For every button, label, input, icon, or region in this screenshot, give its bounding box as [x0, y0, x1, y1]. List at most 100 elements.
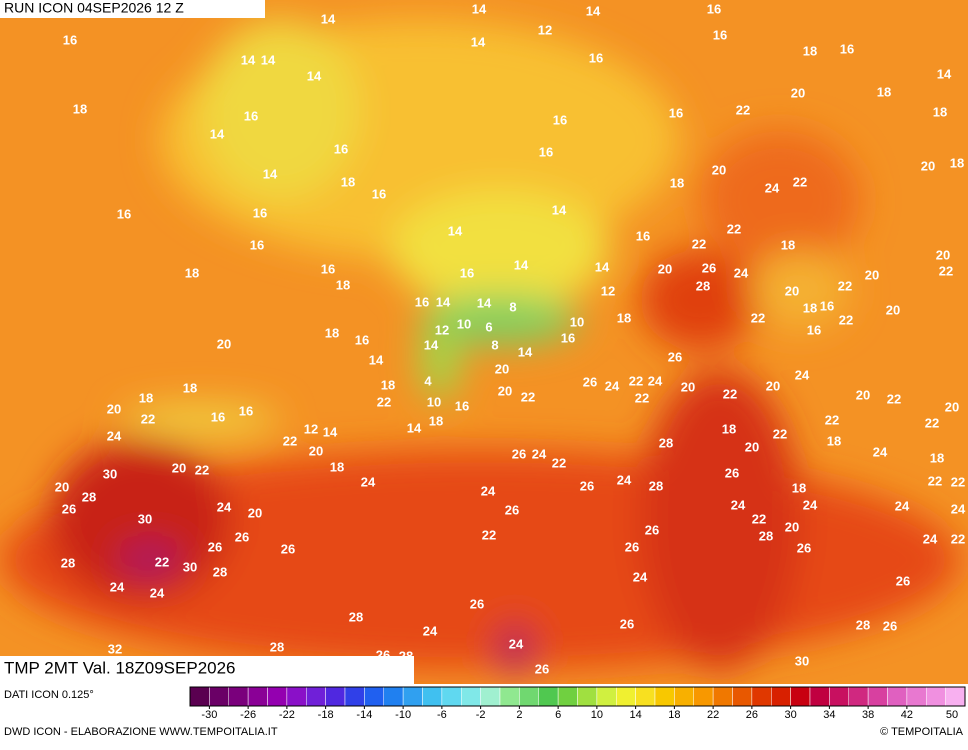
colorbar-bin [344, 686, 365, 707]
temperature-label: 22 [692, 236, 706, 251]
temperature-label: 28 [82, 489, 96, 504]
colorbar-bin [422, 686, 443, 707]
temperature-label: 14 [307, 68, 322, 83]
temperature-label: 16 [321, 261, 335, 276]
temperature-label: 30 [183, 559, 197, 574]
temperature-label: 30 [795, 653, 809, 668]
temperature-label: 22 [793, 174, 807, 189]
temperature-label: 14 [321, 11, 336, 26]
temperature-label: 20 [217, 336, 231, 351]
temperature-label: 18 [792, 480, 806, 495]
colorbar-tick-label: 34 [823, 709, 835, 721]
temperature-label: 16 [840, 41, 854, 56]
temperature-label: 16 [244, 108, 258, 123]
temperature-label: 18 [803, 300, 817, 315]
colorbar-bin [441, 686, 462, 707]
colorbar-bin [383, 686, 404, 707]
colorbar-bin [499, 686, 520, 707]
temperature-label: 20 [865, 267, 879, 282]
temperature-label: 18 [73, 101, 87, 116]
colorbar-tick-label: -30 [201, 709, 217, 721]
temperature-label: 22 [552, 455, 566, 470]
temperature-label: 20 [921, 158, 935, 173]
temperature-label: 24 [423, 623, 438, 638]
colorbar-bin [247, 686, 268, 707]
temperature-label: 20 [766, 378, 780, 393]
copyright: © TEMPOITALIA [880, 726, 964, 738]
temperature-label: 24 [481, 483, 496, 498]
temperature-label: 14 [472, 1, 487, 16]
colorbar-bin [751, 686, 772, 707]
temperature-label: 24 [532, 446, 547, 461]
temperature-label: 20 [936, 247, 950, 262]
temperature-label: 6 [485, 319, 492, 334]
temperature-label: 28 [856, 617, 870, 632]
temperature-label: 26 [625, 539, 639, 554]
colorbar-tick-label: 18 [668, 709, 680, 721]
temperature-label: 24 [734, 265, 749, 280]
temperature-label: 24 [795, 367, 810, 382]
temperature-label: 28 [61, 555, 75, 570]
temperature-label: 10 [427, 394, 441, 409]
temperature-label: 24 [731, 497, 746, 512]
temperature-label: 16 [820, 298, 834, 313]
temperature-label: 24 [605, 378, 620, 393]
colorbar-tick-label: -10 [395, 709, 411, 721]
temperature-label: 26 [235, 529, 249, 544]
colorbar-bin [461, 686, 481, 707]
colorbar-bin [867, 686, 888, 707]
colorbar-tick-label: 42 [901, 709, 913, 721]
temperature-label: 16 [117, 206, 131, 221]
temperature-label: 20 [681, 379, 695, 394]
temperature-label: 16 [589, 50, 603, 65]
temperature-label: 14 [241, 52, 256, 67]
colorbar-bin [538, 686, 559, 707]
temperature-label: 20 [785, 283, 799, 298]
temperature-label: 18 [429, 413, 443, 428]
colorbar-tick-label: -22 [279, 709, 295, 721]
colorbar-bin [848, 686, 869, 707]
temperature-label: 22 [195, 462, 209, 477]
colorbar-bin [519, 686, 539, 707]
temperature-label: 20 [886, 302, 900, 317]
temperature-label: 18 [933, 104, 947, 119]
temperature-label: 22 [635, 390, 649, 405]
temperature-label: 28 [696, 278, 710, 293]
colorbar-bin [267, 686, 288, 707]
temperature-label: 20 [498, 383, 512, 398]
colorbar-tick-label: 14 [630, 709, 642, 721]
temperature-label: 24 [217, 499, 232, 514]
temperature-label: 20 [172, 460, 186, 475]
temperature-label: 24 [803, 497, 818, 512]
temperature-label: 16 [239, 403, 253, 418]
temperature-label: 14 [323, 424, 338, 439]
colorbar-tick-label: 22 [707, 709, 719, 721]
temperature-label: 18 [325, 325, 339, 340]
colorbar-bin [635, 686, 656, 707]
temperature-label: 26 [883, 618, 897, 633]
temperature-label: 28 [659, 435, 673, 450]
colorbar-bin [228, 686, 249, 707]
temperature-label: 22 [773, 426, 787, 441]
temperature-label: 14 [261, 52, 276, 67]
temperature-label: 26 [535, 661, 549, 676]
temperature-label: 22 [925, 415, 939, 430]
temperature-label: 14 [937, 66, 952, 81]
temperature-label: 22 [928, 473, 942, 488]
temperature-label: 26 [620, 616, 634, 631]
temperature-label: 18 [381, 377, 395, 392]
temperature-label: 18 [336, 277, 350, 292]
temperature-label: 22 [839, 312, 853, 327]
temperature-label: 18 [827, 433, 841, 448]
temperature-label: 24 [633, 569, 648, 584]
temperature-label: 32 [108, 641, 122, 656]
temperature-label: 24 [923, 531, 938, 546]
temperature-label: 26 [208, 539, 222, 554]
temperature-label: 28 [649, 478, 663, 493]
temperature-label: 22 [521, 389, 535, 404]
temperature-label: 22 [751, 310, 765, 325]
colorbar-bin [189, 686, 210, 707]
colorbar-tick-label: -14 [356, 709, 372, 721]
